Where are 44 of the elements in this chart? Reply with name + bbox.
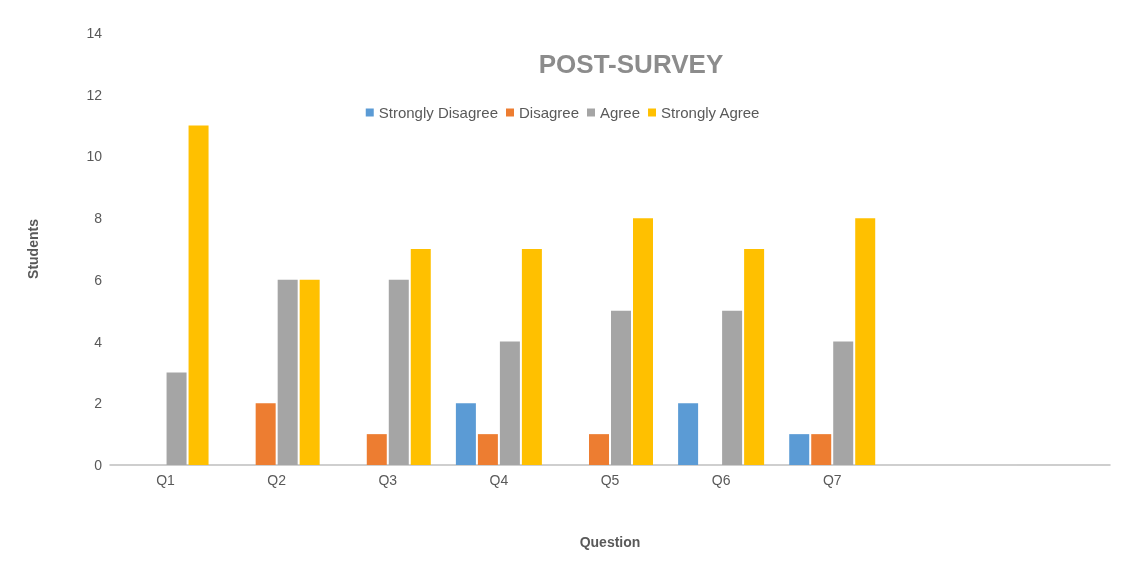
legend-label: Agree — [600, 104, 641, 121]
bar — [410, 249, 431, 465]
y-tick-label: 0 — [94, 457, 103, 473]
legend-label: Disagree — [518, 104, 579, 121]
bar — [455, 403, 476, 465]
x-tick-label: Q1 — [156, 472, 176, 488]
bar — [188, 125, 209, 465]
bar — [366, 434, 387, 465]
x-tick-label: Q2 — [267, 472, 287, 488]
x-tick-label: Q3 — [378, 472, 398, 488]
bar — [833, 341, 854, 465]
bar — [855, 218, 876, 465]
y-tick-label: 10 — [86, 148, 103, 165]
bar — [388, 279, 409, 465]
bar — [477, 434, 498, 465]
y-tick-label: 6 — [94, 271, 103, 288]
x-tick-label: Q5 — [600, 472, 620, 488]
y-tick-label: 8 — [94, 210, 103, 227]
y-tick-label: 2 — [94, 395, 103, 412]
bar — [789, 434, 810, 465]
bar — [722, 310, 743, 465]
x-axis-title: Question — [579, 534, 641, 550]
bar — [277, 279, 298, 465]
bar — [589, 434, 609, 465]
bar — [811, 434, 832, 465]
bar — [611, 310, 631, 465]
bar — [744, 249, 765, 465]
y-tick-label: 14 — [86, 25, 103, 41]
bar — [499, 341, 520, 465]
y-tick-label: 12 — [86, 86, 103, 103]
x-tick-label: Q4 — [489, 472, 509, 488]
bar — [633, 218, 653, 465]
legend-label: Strongly Agree — [661, 104, 760, 121]
bar — [299, 279, 320, 465]
bar — [678, 403, 699, 465]
bar — [166, 372, 187, 465]
bar — [521, 249, 542, 465]
x-tick-label: Q6 — [711, 472, 731, 488]
bar — [255, 403, 276, 465]
text: POST-SURVEY — [538, 49, 724, 79]
y-axis-title: Students — [25, 218, 41, 279]
x-tick-label: Q7 — [822, 472, 842, 488]
legend-label: Strongly Disagree — [378, 104, 498, 121]
y-tick-label: 4 — [94, 333, 103, 350]
